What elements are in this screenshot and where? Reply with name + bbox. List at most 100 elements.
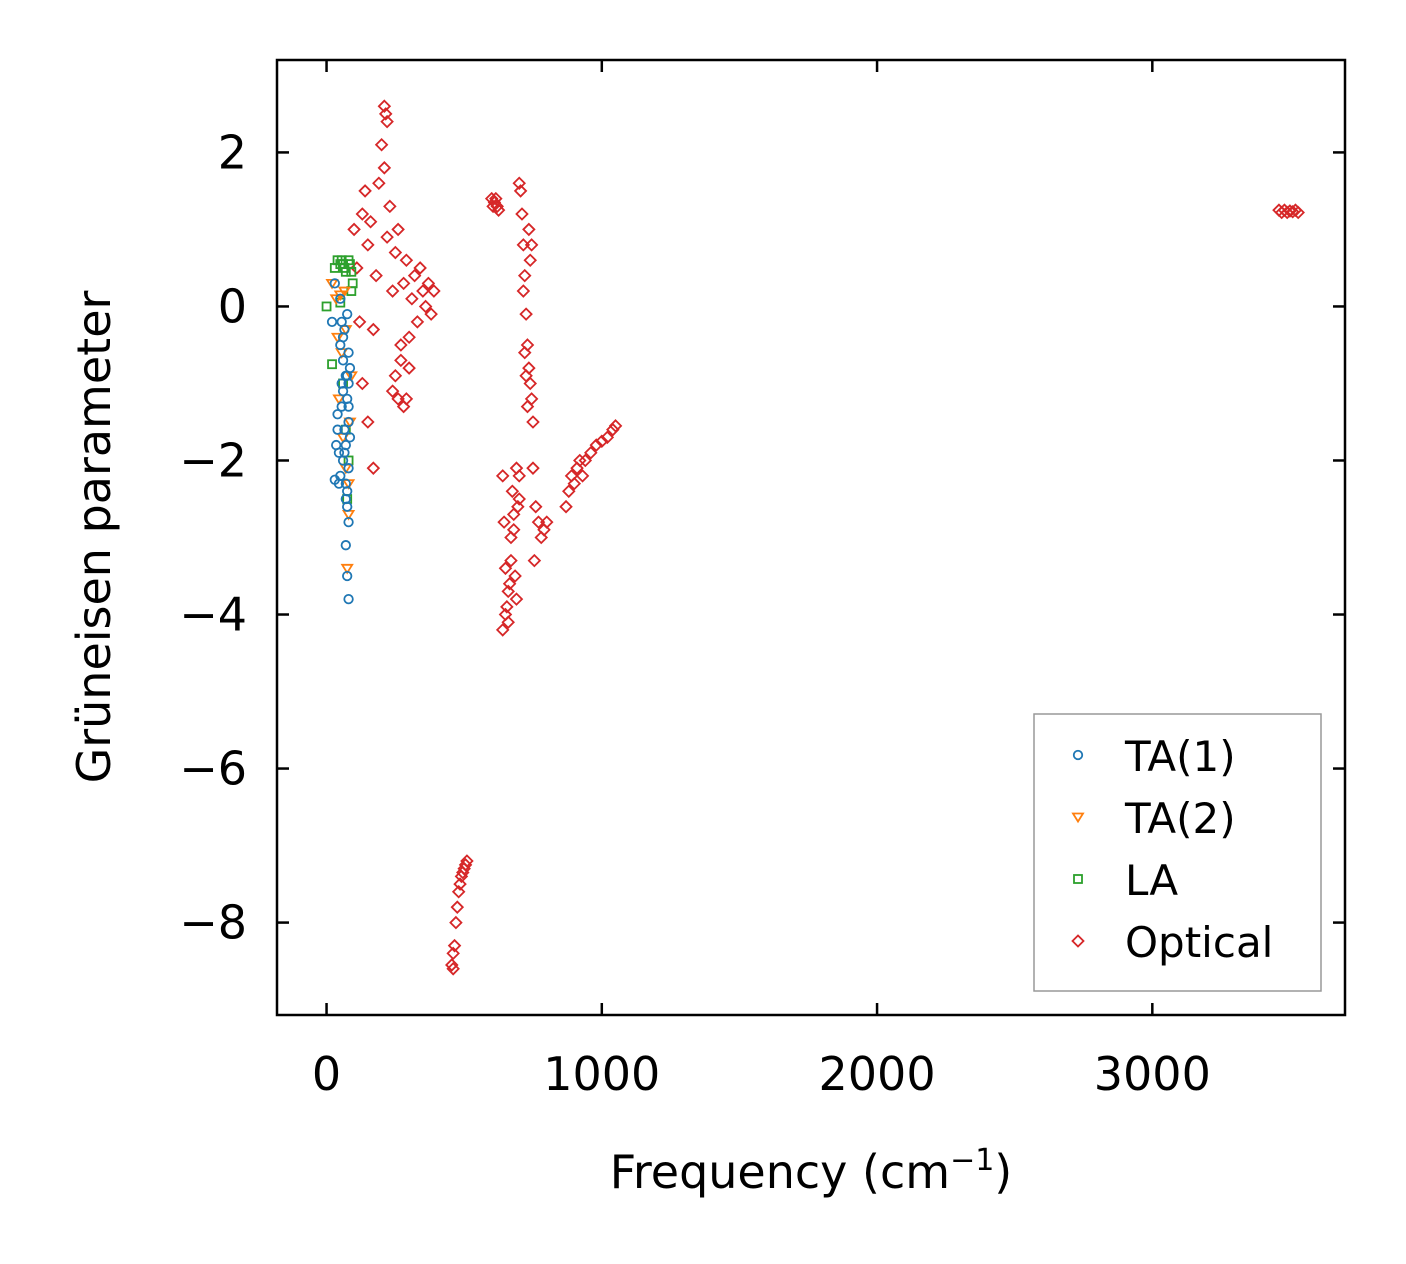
data-point [343, 378, 354, 389]
data-point [361, 238, 375, 252]
legend-marker [1073, 874, 1083, 884]
data-point [500, 600, 514, 614]
data-point [388, 245, 403, 260]
data-point [567, 476, 582, 491]
data-point [498, 561, 513, 576]
legend-box [1033, 713, 1322, 992]
data-point [445, 958, 459, 972]
data-point [504, 553, 518, 568]
data-point [526, 415, 540, 429]
data-point [355, 207, 370, 221]
data-point [497, 515, 511, 529]
data-point [589, 438, 604, 452]
data-point [578, 453, 593, 468]
data-point [402, 330, 416, 345]
data-point [329, 474, 340, 485]
data-point [329, 294, 343, 305]
data-point [517, 268, 532, 283]
data-point [330, 332, 345, 344]
data-point [421, 276, 436, 291]
data-point [391, 222, 405, 237]
data-point [1283, 204, 1297, 218]
y-tick-label: −2 [179, 433, 247, 487]
legend-label: TA(2) [1124, 794, 1236, 843]
data-point [562, 484, 576, 499]
data-point [332, 424, 343, 435]
y-tick-label: −8 [179, 896, 247, 950]
data-point [495, 623, 510, 637]
data-point [374, 137, 389, 152]
data-point [410, 315, 425, 329]
x-tick-label: 2000 [819, 1047, 936, 1101]
data-point [377, 99, 392, 113]
legend-label: Optical [1125, 918, 1273, 967]
data-point [343, 593, 354, 605]
data-point [416, 284, 430, 298]
data-point [449, 915, 463, 930]
data-point [519, 368, 533, 383]
legend-label: LA [1125, 856, 1178, 905]
data-point [399, 392, 414, 406]
data-point [512, 469, 526, 483]
y-axis: 2 0 −2 −4 −6 −8 [179, 125, 1345, 950]
x-axis-label-superscript: −1 [950, 1143, 994, 1178]
data-point [489, 191, 503, 206]
x-tick-label: 3000 [1094, 1047, 1211, 1101]
data-point [424, 307, 438, 321]
data-point [331, 439, 342, 451]
data-point [405, 291, 419, 306]
data-point [394, 353, 408, 368]
data-point [332, 409, 343, 420]
series-optical [347, 99, 1305, 976]
data-point [394, 338, 408, 352]
data-point [519, 307, 533, 321]
data-point [446, 946, 460, 961]
data-points-layer [321, 99, 1305, 976]
x-tick-label: 0 [312, 1047, 341, 1101]
data-point [378, 107, 393, 121]
series-ta-1 [326, 278, 356, 605]
data-point [337, 386, 349, 397]
y-tick-label: 0 [218, 279, 247, 333]
data-point [396, 276, 411, 291]
x-axis-label: Frequency (cm−1) [610, 1143, 1013, 1199]
data-point [366, 461, 381, 475]
data-point [495, 469, 510, 483]
data-point [407, 268, 422, 283]
data-point [399, 253, 414, 268]
data-point [501, 584, 515, 599]
data-point [522, 222, 536, 237]
data-point [385, 384, 400, 398]
data-point [595, 434, 609, 449]
data-point [363, 214, 378, 229]
data-point [343, 347, 354, 358]
data-point [502, 576, 517, 591]
data-point [337, 355, 349, 366]
data-point [343, 516, 354, 528]
data-point [509, 461, 524, 475]
data-point [396, 399, 411, 414]
data-point [385, 284, 400, 298]
data-point [380, 230, 394, 244]
data-point [512, 176, 526, 190]
data-point [447, 938, 462, 953]
data-point [523, 253, 538, 268]
data-point [337, 332, 349, 343]
legend-marker [1071, 812, 1085, 824]
data-point [512, 492, 526, 506]
data-point [340, 540, 351, 551]
data-point [336, 401, 347, 412]
data-point [526, 461, 540, 475]
data-point [343, 401, 354, 412]
data-point [383, 199, 397, 214]
data-point [524, 238, 539, 252]
legend-marker [1071, 934, 1085, 948]
data-point [1291, 205, 1305, 220]
data-point [516, 284, 531, 298]
data-point [402, 361, 416, 375]
data-point [388, 368, 403, 383]
x-axis: 0 1000 2000 3000 [312, 60, 1211, 1101]
data-point [327, 359, 337, 370]
